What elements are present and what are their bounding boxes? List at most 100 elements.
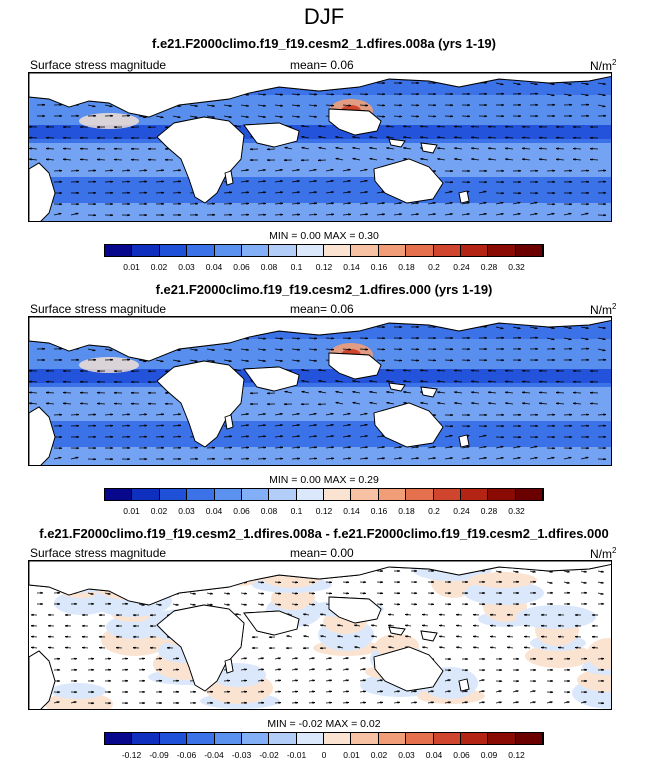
panel-2-title: f.e21.F2000climo.f19_f19.cesm2_1.dfires.… xyxy=(155,282,493,297)
colorbar-swatch xyxy=(187,733,215,744)
colorbar-swatch xyxy=(269,489,297,500)
colorbar-swatch xyxy=(132,245,160,256)
colorbar-1-labels: 0.01 0.02 0.03 0.04 0.06 0.08 0.1 0.12 0.14 0.16 0… xyxy=(104,262,544,274)
colorbar-swatch xyxy=(378,245,407,256)
colorbar-tick-label: 0.28 xyxy=(480,506,498,516)
colorbar-swatch xyxy=(269,733,297,744)
colorbar-tick-label: 0.12 xyxy=(508,750,525,760)
colorbar-tick-label: 0.16 xyxy=(370,262,388,272)
colorbar-2-labels: 0.01 0.02 0.03 0.04 0.06 0.08 0.1 0.12 0.14 0.16 0… xyxy=(104,506,544,518)
panel-1-variable-label: Surface stress magnitude xyxy=(30,58,167,72)
colorbar-swatch xyxy=(406,733,434,744)
colorbar-tick-label: -0.12 xyxy=(121,750,142,760)
panel-3-mean: mean= 0.00 xyxy=(290,546,354,560)
colorbar-swatch xyxy=(515,245,543,256)
colorbar-swatch xyxy=(433,245,461,256)
panel-3-minmax: MIN = -0.02 MAX = 0.02 xyxy=(267,718,381,730)
colorbar-tick-label: 0.01 xyxy=(343,750,360,760)
colorbar-swatch xyxy=(269,245,297,256)
colorbar-swatch xyxy=(460,245,489,256)
colorbar-swatch xyxy=(296,489,324,500)
colorbar-swatch xyxy=(159,245,188,256)
colorbar-swatch xyxy=(378,489,407,500)
colorbar-tick-label: 0.14 xyxy=(343,506,360,516)
colorbar-swatch xyxy=(488,733,516,744)
colorbar-tick-label: 0.01 xyxy=(123,506,140,516)
colorbar-tick-label: -0.01 xyxy=(286,750,307,760)
colorbar-swatch xyxy=(132,489,160,500)
colorbar-swatch xyxy=(214,489,242,500)
colorbar-tick-label: 0.04 xyxy=(205,262,223,272)
colorbar-2 xyxy=(104,488,544,501)
colorbar-3 xyxy=(104,732,544,745)
panel-3-units: N/m2 xyxy=(590,546,617,561)
colorbar-tick-label: 0.03 xyxy=(398,750,415,760)
colorbar-swatch xyxy=(351,489,379,500)
panel-2-map xyxy=(28,316,612,466)
map-plot-2 xyxy=(29,317,611,465)
colorbar-tick-label: 0.02 xyxy=(150,506,168,516)
colorbar-tick-label: 0.1 xyxy=(290,506,303,516)
colorbar-swatch xyxy=(241,489,270,500)
colorbar-tick-label: 0.12 xyxy=(315,262,333,272)
colorbar-swatch xyxy=(187,245,215,256)
colorbar-swatch xyxy=(351,245,379,256)
colorbar-tick-label: 0.14 xyxy=(343,262,360,272)
colorbar-tick-label: 0.08 xyxy=(260,262,278,272)
colorbar-swatch xyxy=(406,489,434,500)
colorbar-swatch xyxy=(406,245,434,256)
colorbar-swatch xyxy=(105,489,133,500)
colorbar-tick-label: 0.18 xyxy=(398,262,415,272)
colorbar-tick-label: 0.02 xyxy=(150,262,168,272)
colorbar-swatch xyxy=(460,733,489,744)
colorbar-swatch xyxy=(132,733,160,744)
colorbar-tick-label: 0.32 xyxy=(508,262,525,272)
colorbar-swatch xyxy=(187,489,215,500)
colorbar-swatch xyxy=(324,489,352,500)
colorbar-tick-label: 0 xyxy=(321,750,327,760)
colorbar-swatch xyxy=(433,489,461,500)
panel-3-map xyxy=(28,560,612,710)
panel-3-title: f.e21.F2000climo.f19_f19.cesm2_1.dfires.… xyxy=(39,526,609,541)
colorbar-tick-label: 0.12 xyxy=(315,506,333,516)
colorbar-tick-label: 0.08 xyxy=(260,506,278,516)
colorbar-tick-label: -0.09 xyxy=(149,750,169,760)
colorbar-tick-label: 0.03 xyxy=(178,506,195,516)
colorbar-tick-label: 0.1 xyxy=(290,262,303,272)
panel-1-mean: mean= 0.06 xyxy=(290,58,354,72)
colorbar-tick-label: 0.03 xyxy=(178,262,195,272)
panel-2-variable-label: Surface stress magnitude xyxy=(30,302,167,316)
panel-1-minmax: MIN = 0.00 MAX = 0.30 xyxy=(269,230,379,242)
colorbar-tick-label: 0.28 xyxy=(480,262,498,272)
colorbar-swatch xyxy=(296,733,324,744)
colorbar-tick-label: 0.06 xyxy=(453,750,470,760)
colorbar-tick-label: 0.16 xyxy=(370,506,388,516)
colorbar-swatch xyxy=(105,733,133,744)
colorbar-swatch xyxy=(214,245,242,256)
colorbar-tick-label: 0.06 xyxy=(233,506,250,516)
colorbar-swatch xyxy=(515,489,543,500)
colorbar-swatch xyxy=(433,733,461,744)
colorbar-swatch xyxy=(241,245,270,256)
colorbar-swatch xyxy=(296,245,324,256)
figure-title: DJF xyxy=(303,4,345,29)
colorbar-swatch xyxy=(324,245,352,256)
colorbar-swatch xyxy=(460,489,489,500)
colorbar-tick-label: 0.04 xyxy=(205,506,223,516)
colorbar-tick-label: -0.03 xyxy=(231,750,252,760)
colorbar-tick-label: -0.06 xyxy=(176,750,197,760)
panel-1-title: f.e21.F2000climo.f19_f19.cesm2_1.dfires.… xyxy=(152,36,496,51)
colorbar-tick-label: 0.04 xyxy=(425,750,443,760)
panel-1-units: N/m2 xyxy=(590,58,617,73)
colorbar-tick-label: 0.09 xyxy=(480,750,498,760)
map-plot-3 xyxy=(29,561,611,709)
colorbar-tick-label: 0.02 xyxy=(370,750,388,760)
colorbar-tick-label: 0.18 xyxy=(398,506,415,516)
colorbar-swatch xyxy=(515,733,543,744)
colorbar-tick-label: 0.01 xyxy=(123,262,140,272)
map-plot-1 xyxy=(29,73,611,221)
colorbar-tick-label: 0.2 xyxy=(428,506,440,516)
panel-1-map xyxy=(28,72,612,222)
colorbar-swatch xyxy=(105,245,133,256)
colorbar-swatch xyxy=(488,489,516,500)
